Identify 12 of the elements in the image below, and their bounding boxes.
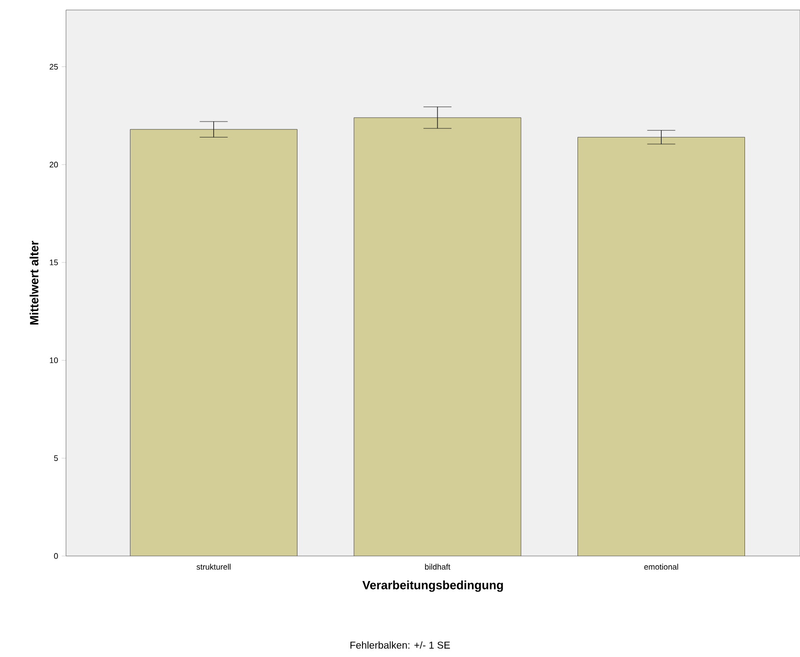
x-tick-label: emotional	[644, 564, 678, 570]
x-tick-label: bildhaft	[425, 564, 450, 570]
y-tick-label: 5	[54, 455, 58, 461]
y-tick-label: 0	[54, 553, 58, 559]
y-tick-label: 10	[50, 357, 58, 364]
y-axis-title: Mittelwert alter	[30, 240, 38, 325]
x-tick-label: strukturell	[196, 564, 230, 570]
y-tick-label: 15	[50, 260, 58, 266]
x-axis-title: Verarbeitungsbedingung	[362, 580, 503, 592]
y-tick-label: 20	[50, 162, 58, 168]
y-tick-label: 25	[50, 64, 58, 70]
text: Fehlerbalken: +/- 1 SE	[350, 641, 450, 649]
